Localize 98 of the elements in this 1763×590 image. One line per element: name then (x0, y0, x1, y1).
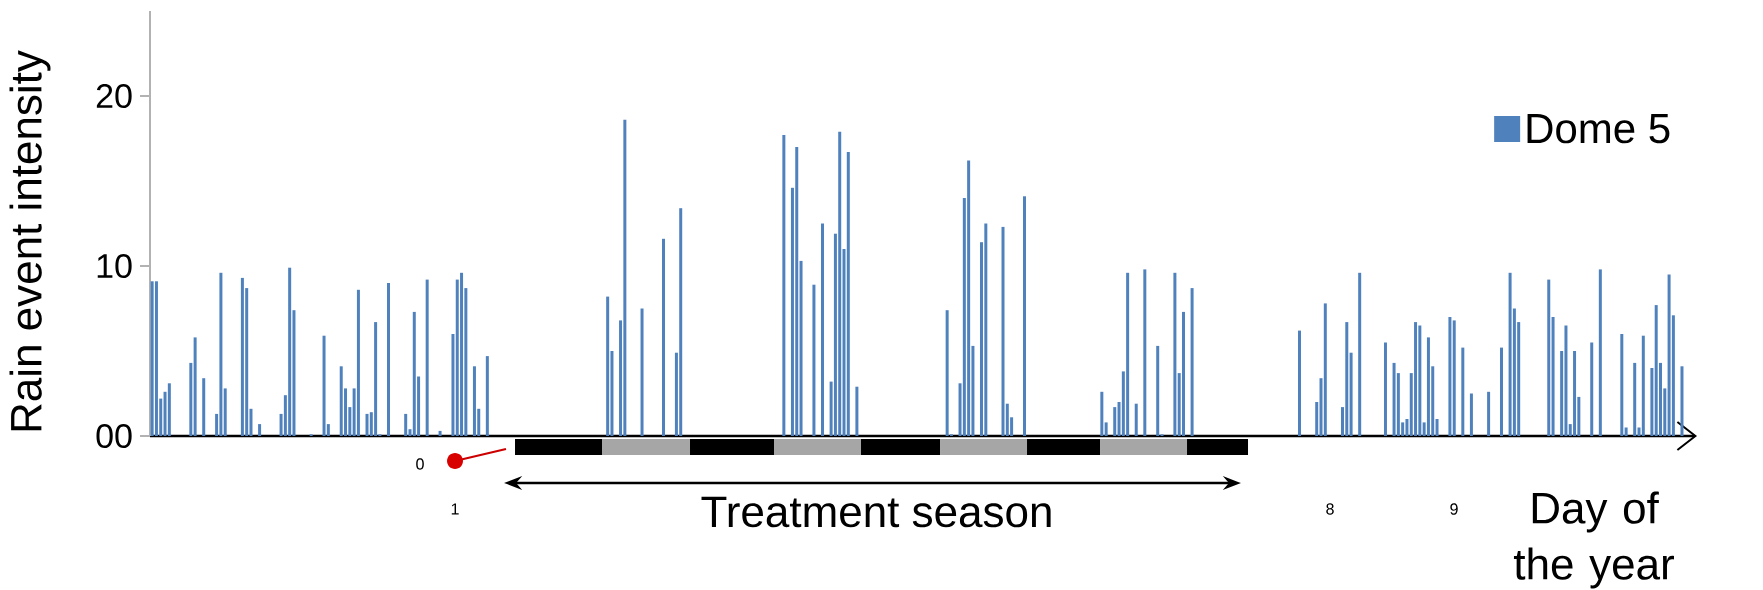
bar (1452, 320, 1456, 436)
bar (782, 135, 786, 436)
bar (1633, 362, 1637, 436)
bar (154, 281, 158, 436)
bar (1104, 422, 1108, 436)
x-axis-title: Day of the year (1513, 491, 1674, 589)
text: 8 (1326, 503, 1334, 515)
bar (240, 277, 244, 436)
bar (387, 283, 390, 436)
bar (404, 413, 408, 436)
text: 0 (416, 458, 424, 470)
bar (984, 223, 988, 436)
text: Treatment season (701, 496, 1051, 528)
bar (1448, 317, 1452, 436)
bar (1143, 269, 1147, 436)
bar (1113, 407, 1117, 436)
y-tick-label: 20 (96, 83, 132, 109)
legend-label: Dome 5 (1527, 114, 1670, 144)
bar (485, 356, 489, 436)
bar (967, 160, 971, 436)
bar (1126, 272, 1130, 436)
bar (1680, 366, 1684, 436)
bar (1358, 272, 1362, 436)
bar (945, 310, 949, 436)
bar (1508, 272, 1512, 436)
bar (1598, 269, 1602, 436)
bar (640, 308, 644, 436)
text: 9 (1450, 503, 1458, 515)
bar (193, 337, 197, 436)
bar (1383, 342, 1387, 436)
bar (189, 362, 193, 436)
bar (1100, 391, 1104, 436)
bar (623, 119, 627, 436)
bar (1345, 322, 1349, 436)
bar (365, 413, 369, 436)
bar (1667, 274, 1671, 436)
bar (339, 366, 343, 436)
bar (799, 260, 803, 436)
bar (425, 279, 429, 436)
bar (1414, 322, 1418, 436)
bar (219, 272, 223, 436)
bar (258, 424, 262, 436)
bar (1315, 402, 1319, 436)
bar (1650, 368, 1654, 436)
bar (150, 281, 154, 436)
bar (1156, 345, 1160, 436)
bar (1418, 325, 1422, 436)
bar (1349, 352, 1353, 436)
bar (1323, 303, 1327, 436)
bar (821, 223, 825, 436)
y-axis-title: Rain event intensity (9, 50, 51, 431)
bar (1487, 391, 1491, 436)
bar (1022, 196, 1026, 436)
bar (438, 430, 442, 436)
bar (1190, 288, 1194, 436)
bar (1405, 419, 1409, 436)
bar (855, 386, 859, 436)
bar (374, 322, 378, 436)
bar (795, 147, 799, 436)
text: 1 (451, 503, 459, 515)
bar (846, 152, 850, 436)
y-tick-label: 00 (96, 423, 132, 449)
bar (202, 378, 206, 436)
bar (1551, 317, 1555, 436)
bar (460, 272, 464, 436)
bar (167, 383, 171, 436)
bar (1298, 330, 1302, 436)
bar (472, 366, 476, 436)
bar (1181, 311, 1185, 436)
bar (1499, 347, 1503, 436)
bar (1392, 362, 1396, 436)
bar (679, 208, 683, 436)
bar (412, 311, 416, 436)
bar (1641, 335, 1645, 436)
bar (1654, 305, 1658, 436)
bar (1620, 334, 1624, 436)
bar (288, 267, 292, 436)
bar (1435, 419, 1439, 436)
bar (1624, 427, 1628, 436)
bar (1461, 347, 1465, 436)
bar (356, 289, 360, 436)
bar (223, 388, 227, 436)
bar (838, 131, 842, 436)
bar (322, 335, 326, 436)
bar (1573, 351, 1577, 436)
bar (662, 238, 666, 436)
bar (1564, 325, 1568, 436)
bar (1547, 279, 1551, 436)
bar (1173, 272, 1177, 436)
bar (606, 296, 610, 436)
bar (451, 334, 455, 436)
bar (1426, 337, 1430, 436)
bar (1469, 393, 1473, 436)
bar (1001, 226, 1005, 436)
y-tick-label: 10 (97, 253, 132, 279)
bar (812, 284, 816, 436)
bar (1134, 403, 1138, 436)
bar (1590, 342, 1594, 436)
